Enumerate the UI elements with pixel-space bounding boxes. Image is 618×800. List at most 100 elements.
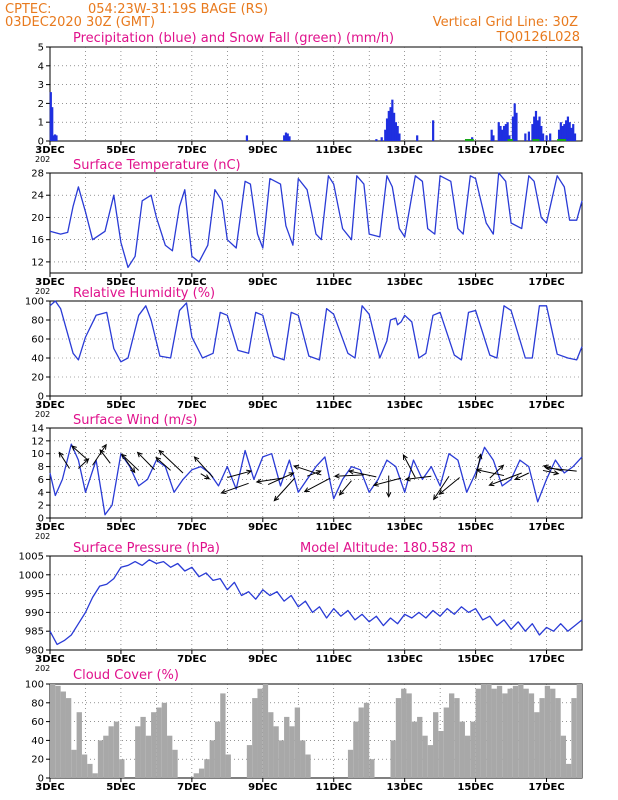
cloud-bar (252, 698, 258, 778)
cloud-bar (81, 754, 88, 778)
x-tick-label: 15DEC (457, 522, 493, 533)
wind-arrow (200, 473, 211, 480)
precip-bar (561, 125, 564, 141)
precip-bar (396, 125, 399, 141)
cloud-bar (289, 726, 295, 778)
precip-bar (515, 112, 518, 141)
precip-bar (508, 135, 511, 141)
wind-arrow (293, 464, 322, 476)
wind-arrow (158, 449, 184, 474)
y-tick-label: 995 (25, 589, 44, 600)
cloud-bar (353, 721, 359, 778)
panel-frame (49, 46, 583, 142)
panel-title: Surface Temperature (nC) (73, 158, 241, 173)
panel-subtitle: Model Altitude: 180.582 m (300, 541, 473, 556)
header: CPTEC: 054:23W-31:19S BAGE (RS) 03DEC202… (5, 2, 580, 45)
cut-label: 202 (35, 155, 50, 164)
x-tick-label: 17DEC (528, 522, 564, 533)
y-tick-label: 40 (31, 736, 44, 747)
y-tick-label: 16 (31, 235, 44, 246)
cloud-bar (55, 685, 61, 778)
x-tick-label: 5DEC (106, 145, 135, 156)
cloud-bar (449, 693, 455, 778)
panel-cloud: 0 20 40 60 80 100 3DEC 5DEC 7DEC 9DEC 11DEC 13DEC 15… (25, 668, 583, 793)
cloud-bar (358, 707, 364, 778)
panel-title: Relative Humidity (%) (73, 286, 215, 301)
y-tick-label: 4 (38, 488, 44, 499)
panel-frame (49, 300, 583, 397)
precip-bar (502, 125, 506, 141)
precip-bar (549, 133, 552, 141)
x-tick-label: 3DEC (35, 145, 64, 156)
cloud-bar (87, 763, 93, 778)
y-tick-label: 980 (25, 646, 44, 657)
precip-bar (533, 116, 536, 141)
y-tick-label: 20 (31, 213, 44, 224)
wind-arrow (120, 453, 140, 471)
wind-arrow (372, 477, 402, 487)
header-source: CPTEC: (5, 2, 52, 17)
precip-bar (492, 135, 495, 141)
cloud-bar (427, 745, 434, 778)
precip-bar (53, 134, 57, 141)
precip-bar (559, 122, 562, 141)
cut-label: 202 (35, 664, 50, 673)
cloud-bar (438, 731, 444, 778)
precip-bar (541, 133, 545, 141)
x-tick-label: 15DEC (457, 400, 493, 411)
cut-label: 202 (35, 532, 50, 541)
cloud-bar (417, 716, 423, 778)
x-tick-label: 7DEC (177, 145, 206, 156)
wind-arrow (220, 482, 249, 494)
wind-arrow (438, 477, 460, 495)
precip-bar (534, 110, 538, 141)
precip-bar (499, 125, 502, 141)
y-tick-label: 0 (38, 774, 44, 785)
precip-bar (524, 133, 527, 141)
wind-arrow (58, 451, 70, 469)
x-tick-label: 3DEC (35, 277, 64, 288)
y-tick-label: 990 (25, 608, 44, 619)
precip-bar (391, 99, 394, 141)
precip-bar (538, 116, 541, 141)
wind-arrow (544, 465, 577, 472)
x-tick-label: 3DEC (35, 782, 64, 793)
header-code: TQ0126L028 (496, 30, 580, 45)
y-tick-label: 985 (25, 627, 44, 638)
cloud-bar (544, 685, 551, 778)
wind-arrow (92, 443, 107, 466)
x-tick-label: 7DEC (177, 782, 206, 793)
y-tick-label: 28 (31, 169, 44, 180)
cloud-bar (284, 716, 290, 778)
cloud-bar (209, 740, 215, 778)
cloud-bar (491, 688, 497, 778)
cloud-bar (294, 707, 301, 778)
precip-bar (536, 120, 539, 141)
x-tick-label: 15DEC (457, 277, 493, 288)
wind-arrow (136, 451, 155, 471)
cloud-bar (502, 693, 508, 778)
cloud-bar (268, 712, 274, 778)
wind-arrow (71, 445, 88, 460)
wind-arrow (489, 464, 505, 479)
series-line-rh (49, 300, 583, 363)
cloud-bar (113, 721, 120, 778)
cloud-bar (246, 745, 253, 778)
wind-arrow (338, 480, 352, 496)
cloud-bar (225, 754, 231, 778)
x-tick-label: 7DEC (177, 522, 206, 533)
wind-arrow (542, 469, 560, 476)
y-tick-label: 8 (38, 462, 44, 473)
precip-bar (51, 107, 54, 141)
cloud-bar (161, 702, 168, 778)
series-line-wind (49, 443, 583, 516)
x-tick-label: 9DEC (248, 145, 277, 156)
wind-arrow (386, 475, 392, 498)
y-tick-label: 0 (38, 514, 44, 525)
precip-bar (490, 129, 493, 141)
wind-arrow (514, 472, 530, 480)
cloud-bar (300, 740, 306, 778)
x-tick-label: 15DEC (457, 654, 493, 665)
cloud-bar (60, 691, 66, 778)
